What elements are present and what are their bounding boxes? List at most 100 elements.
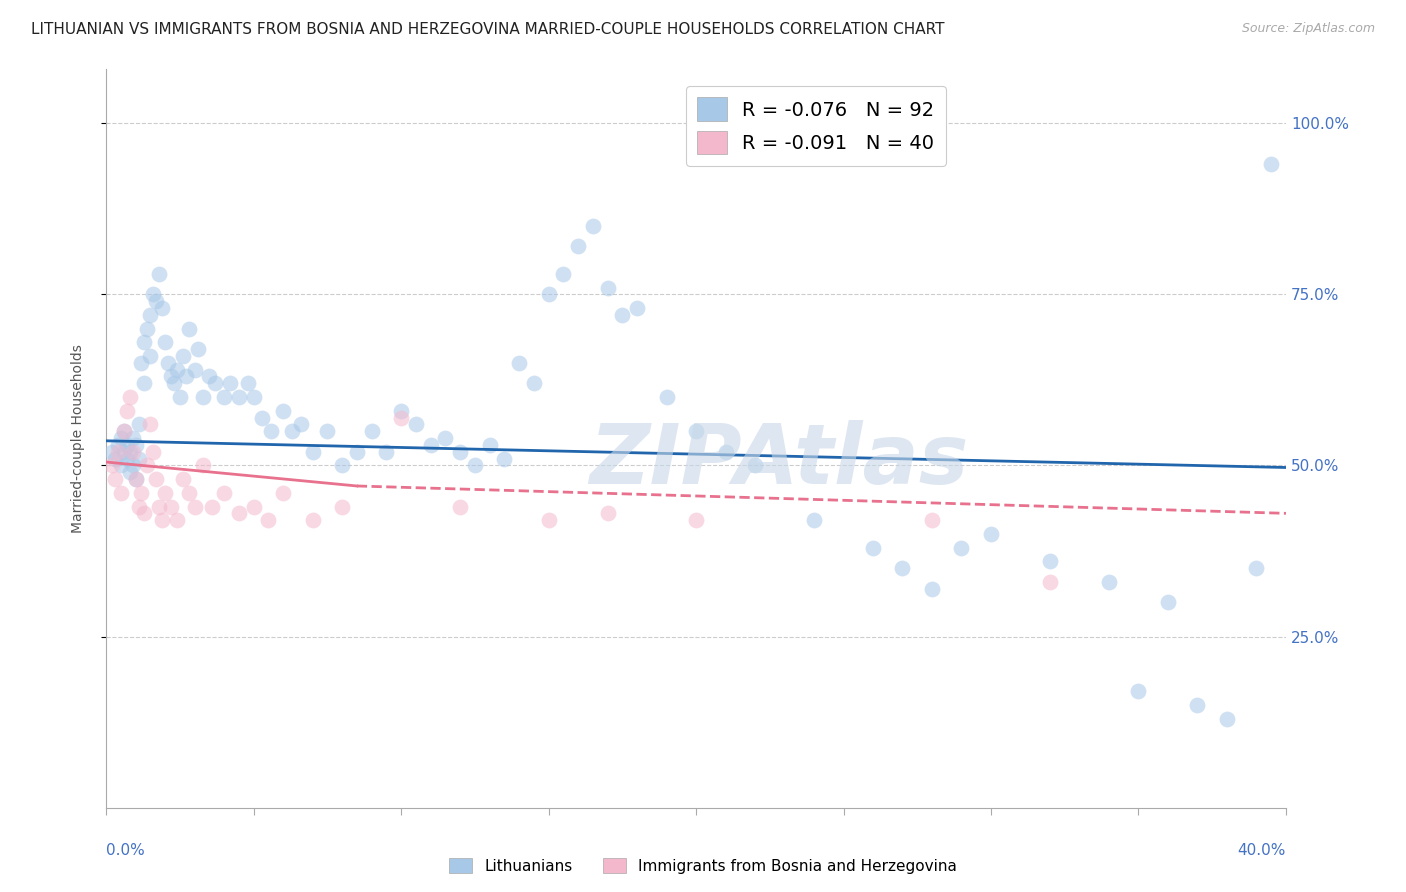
Point [219,376,242,391]
Point [136,458,159,473]
Point [177,485,200,500]
Point [124,472,146,486]
Point [553,267,575,281]
Point [110,431,132,445]
Point [891,561,914,575]
Point [157,356,180,370]
Point [121,431,143,445]
Point [596,507,619,521]
Point [139,308,162,322]
Point [134,507,156,521]
Point [177,321,200,335]
Point [118,444,141,458]
Point [107,444,129,458]
Point [186,342,208,356]
Point [744,458,766,473]
Point [405,417,427,432]
Point [537,287,560,301]
Point [537,513,560,527]
Point [1039,574,1062,589]
Point [204,376,226,391]
Point [166,362,188,376]
Point [582,219,605,233]
Point [110,485,132,500]
Point [271,485,294,500]
Point [145,294,167,309]
Point [1246,561,1268,575]
Point [166,513,188,527]
Y-axis label: Married-couple Households: Married-couple Households [72,343,86,533]
Text: ZIPAtlas: ZIPAtlas [589,420,969,500]
Point [174,369,197,384]
Point [330,458,353,473]
Point [112,444,135,458]
Point [212,485,235,500]
Point [153,485,176,500]
Point [148,500,170,514]
Point [478,438,501,452]
Point [131,485,153,500]
Point [228,390,250,404]
Point [1260,157,1282,171]
Point [508,356,530,370]
Point [112,424,135,438]
Text: Source: ZipAtlas.com: Source: ZipAtlas.com [1241,22,1375,36]
Point [980,527,1002,541]
Text: 40.0%: 40.0% [1237,843,1286,858]
Point [803,513,825,527]
Point [290,417,312,432]
Point [862,541,884,555]
Point [104,451,127,466]
Point [1098,574,1121,589]
Point [150,513,173,527]
Point [142,287,165,301]
Point [301,444,323,458]
Point [153,335,176,350]
Point [360,424,382,438]
Point [183,500,205,514]
Legend: R = -0.076   N = 92, R = -0.091   N = 40: R = -0.076 N = 92, R = -0.091 N = 40 [686,86,946,166]
Point [115,438,138,452]
Point [612,308,634,322]
Point [434,431,457,445]
Point [172,472,194,486]
Point [107,438,129,452]
Point [714,444,737,458]
Point [449,500,471,514]
Point [128,500,150,514]
Point [212,390,235,404]
Point [139,417,162,432]
Point [389,410,412,425]
Point [160,369,183,384]
Point [201,500,224,514]
Point [316,424,339,438]
Point [172,349,194,363]
Point [567,239,589,253]
Point [626,301,648,315]
Point [118,465,141,479]
Point [169,390,191,404]
Point [389,403,412,417]
Point [142,444,165,458]
Point [124,472,146,486]
Point [1157,595,1180,609]
Point [128,417,150,432]
Point [419,438,441,452]
Point [118,390,141,404]
Point [596,280,619,294]
Point [301,513,323,527]
Point [228,507,250,521]
Point [1039,554,1062,568]
Point [260,424,283,438]
Point [523,376,546,391]
Point [124,438,146,452]
Point [685,513,707,527]
Point [112,424,135,438]
Point [110,458,132,473]
Point [121,458,143,473]
Point [101,444,124,458]
Point [271,403,294,417]
Point [346,444,368,458]
Point [163,376,186,391]
Point [257,513,280,527]
